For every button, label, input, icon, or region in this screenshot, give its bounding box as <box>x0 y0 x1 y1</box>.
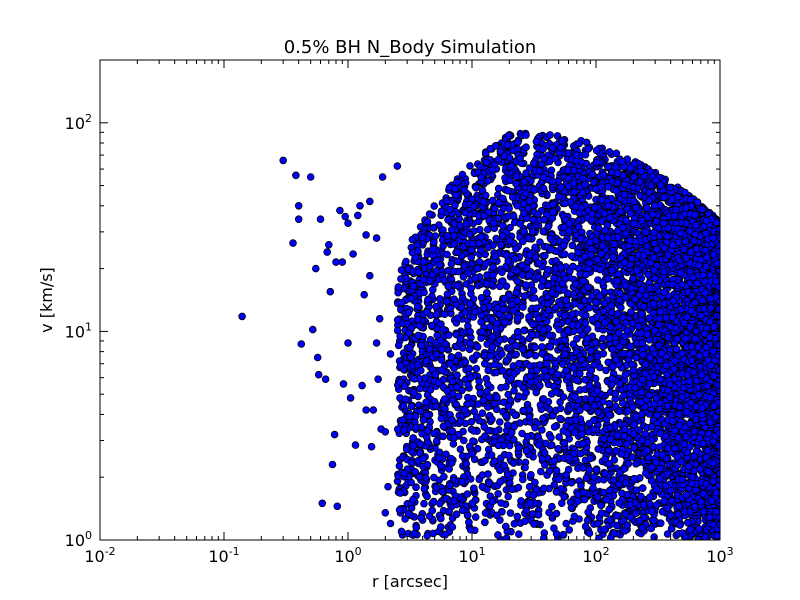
data-point <box>430 473 438 482</box>
data-point <box>650 533 658 540</box>
data-point <box>605 148 614 156</box>
data-point <box>504 492 513 501</box>
data-point <box>494 489 502 498</box>
data-point <box>425 210 434 218</box>
data-point <box>585 529 594 537</box>
data-point <box>430 202 439 210</box>
data-point <box>581 375 589 384</box>
data-point <box>440 472 448 481</box>
data-point <box>477 318 485 326</box>
data-point <box>585 466 594 474</box>
data-point <box>558 360 567 368</box>
data-point <box>538 426 546 434</box>
data-point <box>408 235 417 244</box>
data-points <box>238 129 720 540</box>
data-point <box>555 433 563 441</box>
data-point <box>428 285 437 294</box>
data-point <box>471 513 480 521</box>
data-point <box>502 282 511 291</box>
chart-title: 0.5% BH N_Body Simulation <box>284 37 537 58</box>
data-point <box>415 321 424 330</box>
data-point <box>504 186 512 195</box>
data-point <box>490 360 499 369</box>
data-point <box>445 331 453 339</box>
data-point <box>510 519 519 528</box>
data-point <box>406 343 414 352</box>
data-point <box>568 241 577 250</box>
data-point <box>618 399 627 407</box>
data-point <box>573 334 581 343</box>
data-point <box>465 364 474 373</box>
data-point <box>456 445 465 454</box>
data-point <box>462 459 471 468</box>
data-point <box>393 316 402 324</box>
data-point <box>552 509 561 518</box>
data-point <box>598 342 607 351</box>
data-point <box>513 201 521 210</box>
data-point <box>550 524 558 532</box>
data-point <box>423 531 432 540</box>
data-point <box>467 253 476 262</box>
data-point <box>506 509 515 517</box>
data-point <box>459 436 468 445</box>
data-point <box>522 143 530 152</box>
data-point <box>466 162 474 170</box>
data-point <box>557 499 566 508</box>
